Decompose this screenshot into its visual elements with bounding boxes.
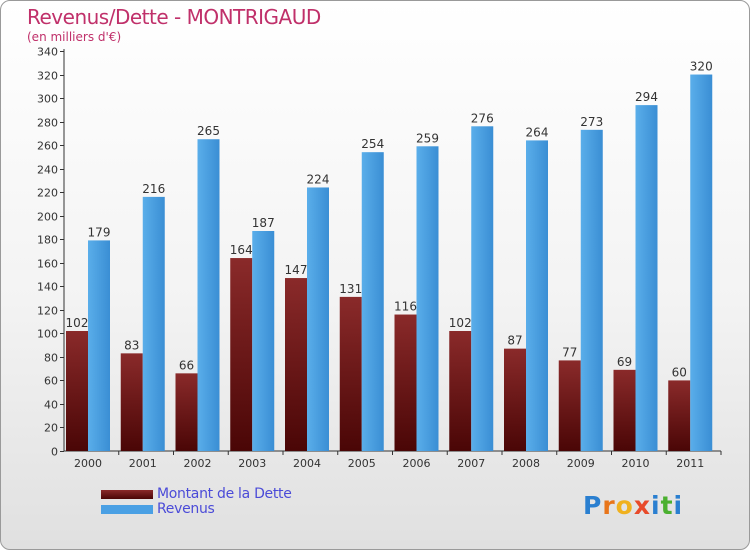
y-tick-label: 100 xyxy=(37,328,58,341)
y-tick-label: 20 xyxy=(44,422,58,435)
x-tick-label: 2011 xyxy=(676,457,704,470)
data-label: 66 xyxy=(179,358,194,372)
data-label: 116 xyxy=(394,300,417,314)
bar-dette xyxy=(175,373,198,451)
bar-revenus xyxy=(307,187,329,451)
legend-swatch-revenus xyxy=(101,505,153,514)
y-tick-label: 120 xyxy=(37,305,58,318)
bar-dette xyxy=(668,380,691,451)
bar-revenus xyxy=(635,105,658,451)
data-label: 294 xyxy=(635,90,658,104)
bar-revenus xyxy=(142,196,165,451)
y-tick-label: 140 xyxy=(37,281,58,294)
x-tick-label: 2002 xyxy=(184,457,212,470)
y-tick-label: 280 xyxy=(37,117,58,130)
bar-dette xyxy=(558,360,581,451)
bar-revenus xyxy=(416,146,439,451)
data-label: 69 xyxy=(617,355,632,369)
legend-label-dette: Montant de la Dette xyxy=(157,486,292,502)
bar-revenus xyxy=(361,152,384,452)
bar-dette xyxy=(285,278,307,451)
y-tick-label: 160 xyxy=(37,258,58,271)
x-tick-label: 2006 xyxy=(403,457,431,470)
data-label: 216 xyxy=(142,182,165,196)
bar-revenus xyxy=(471,126,494,451)
x-tick-label: 2009 xyxy=(567,457,595,470)
x-tick-label: 2008 xyxy=(512,457,540,470)
bar-revenus xyxy=(88,240,110,451)
data-label: 164 xyxy=(230,243,253,257)
x-tick-label: 2001 xyxy=(129,457,157,470)
y-tick-label: 220 xyxy=(37,187,58,200)
bar-dette xyxy=(504,348,526,451)
x-tick-label: 2007 xyxy=(457,457,485,470)
data-label: 265 xyxy=(197,124,220,138)
data-label: 147 xyxy=(285,263,308,277)
y-tick-label: 240 xyxy=(37,164,58,177)
y-tick-label: 200 xyxy=(37,211,58,224)
data-label: 60 xyxy=(672,365,687,379)
data-label: 131 xyxy=(339,282,362,296)
legend-swatch-dette xyxy=(101,490,153,499)
y-tick-label: 180 xyxy=(37,234,58,247)
logo-letter: t xyxy=(660,491,674,520)
logo-letter: r xyxy=(602,491,616,520)
x-tick-label: 2010 xyxy=(622,457,650,470)
bar-revenus xyxy=(526,140,548,452)
bar-revenus xyxy=(252,231,275,451)
x-tick-label: 2000 xyxy=(74,457,102,470)
data-label: 102 xyxy=(66,316,89,330)
y-tick-label: 0 xyxy=(51,446,58,459)
data-label: 179 xyxy=(88,225,111,239)
x-tick-label: 2005 xyxy=(348,457,376,470)
y-tick-label: 60 xyxy=(44,375,58,388)
logo-letter: i xyxy=(651,491,661,520)
data-label: 320 xyxy=(690,60,713,74)
bar-dette xyxy=(613,369,636,451)
data-label: 187 xyxy=(252,216,275,230)
data-label: 102 xyxy=(449,316,472,330)
y-tick-label: 320 xyxy=(37,70,58,83)
legend-label-revenus: Revenus xyxy=(157,501,215,517)
logo-letter: x xyxy=(633,491,651,520)
bar-revenus xyxy=(197,139,220,451)
logo-letter: P xyxy=(583,491,603,520)
x-tick-label: 2004 xyxy=(293,457,321,470)
data-label: 276 xyxy=(471,111,494,125)
data-label: 259 xyxy=(416,131,439,145)
bar-dette xyxy=(339,296,362,451)
y-tick-label: 300 xyxy=(37,93,58,106)
bar-revenus xyxy=(580,129,603,451)
y-tick-label: 260 xyxy=(37,140,58,153)
data-label: 87 xyxy=(507,334,522,348)
data-label: 273 xyxy=(580,115,603,129)
data-label: 83 xyxy=(124,338,139,352)
data-label: 254 xyxy=(361,137,384,151)
logo-letter: i xyxy=(673,491,684,520)
bar-revenus xyxy=(690,74,713,451)
bar-dette xyxy=(230,258,253,451)
x-tick-label: 2003 xyxy=(238,457,266,470)
bar-dette xyxy=(120,353,143,451)
bar-dette xyxy=(66,331,88,451)
data-label: 77 xyxy=(562,345,577,359)
chart-subtitle: (en milliers d'€) xyxy=(27,30,122,44)
logo-letter: o xyxy=(615,491,634,520)
bar-dette xyxy=(449,331,472,451)
data-label: 264 xyxy=(526,125,549,139)
bar-dette xyxy=(394,314,417,451)
data-label: 224 xyxy=(307,172,330,186)
chart-title: Revenus/Dette - MONTRIGAUD xyxy=(27,5,321,29)
y-tick-label: 40 xyxy=(44,399,58,412)
y-tick-label: 340 xyxy=(37,46,58,59)
proxiti-logo: Proxiti xyxy=(583,491,683,520)
y-tick-label: 80 xyxy=(44,352,58,365)
